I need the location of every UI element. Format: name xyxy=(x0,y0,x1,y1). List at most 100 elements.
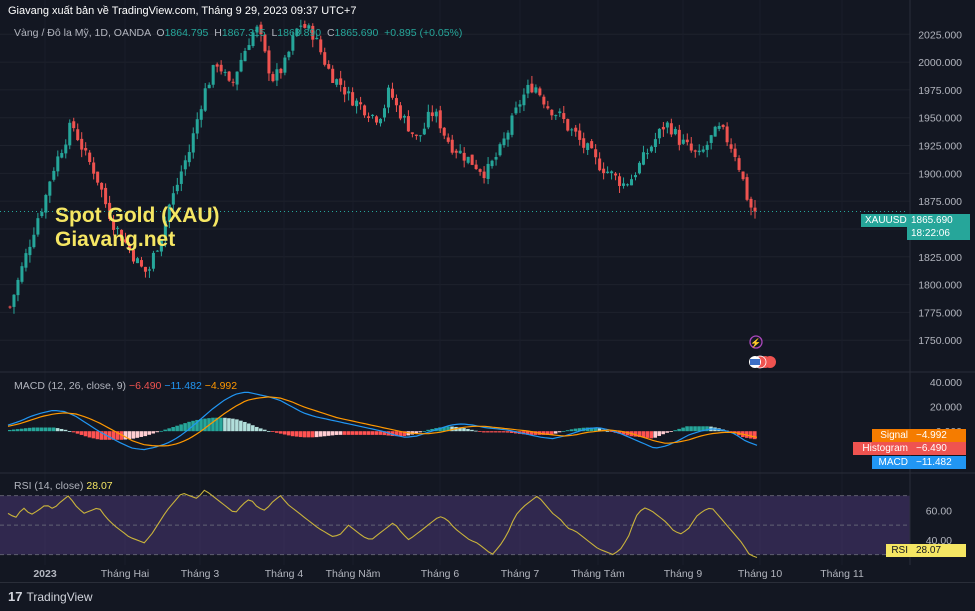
candle-body xyxy=(414,134,418,136)
candle-body xyxy=(199,109,203,120)
macd-histogram xyxy=(8,417,757,440)
price-tick-label: 1800.000 xyxy=(918,280,962,292)
macd-histogram-bar xyxy=(358,431,363,435)
candle-body xyxy=(498,144,502,156)
macd-histogram-bar xyxy=(326,431,331,436)
low-value: 1863.890 xyxy=(277,27,322,39)
macd-histogram-bar xyxy=(366,431,371,435)
tradingview-logo[interactable]: 17 TradingView xyxy=(8,589,93,604)
candle-body xyxy=(287,51,291,58)
macd-legend[interactable]: MACD (12, 26, close, 9) −6.490 −11.482 −… xyxy=(14,380,237,392)
lightning-glyph: ⚡ xyxy=(750,337,761,349)
rsi-line xyxy=(7,489,758,559)
macd-histogram-bar xyxy=(689,426,693,432)
macd-histogram-bar xyxy=(466,428,470,432)
event-lightning-icon[interactable] xyxy=(749,335,763,349)
macd-histogram-bar xyxy=(573,428,578,432)
candle-body xyxy=(622,183,626,186)
time-tick-label: Tháng 9 xyxy=(664,568,703,580)
candle-body xyxy=(709,135,713,143)
time-tick-label: Tháng 7 xyxy=(501,568,540,580)
macd-histogram-bar xyxy=(521,431,526,435)
candle-body xyxy=(398,105,402,119)
macd-histogram-bar xyxy=(418,431,422,433)
candle-body xyxy=(347,91,351,94)
macd-histogram-bar xyxy=(426,429,430,432)
macd-histogram-bar xyxy=(282,431,287,435)
macd-tick-label: 40.000 xyxy=(930,377,962,389)
macd-histogram-bar xyxy=(609,431,614,432)
time-tick-label: Tháng 10 xyxy=(738,568,783,580)
rsi-legend-label: RSI (14, close) xyxy=(14,480,84,492)
macd-histogram-bar xyxy=(203,418,207,432)
grid-lines xyxy=(0,33,910,341)
macd-histogram-bar xyxy=(306,431,311,438)
candle-body xyxy=(550,109,554,116)
candle-body xyxy=(247,45,251,50)
candle-body xyxy=(147,269,151,271)
candle-body xyxy=(390,88,394,98)
macd-histogram-bar xyxy=(314,431,319,438)
economic-events-icon[interactable] xyxy=(749,355,776,369)
symbol-name[interactable]: Vàng / Đô la Mỹ, 1D, OANDA xyxy=(14,27,151,39)
candle-body xyxy=(594,149,598,158)
candle-body xyxy=(112,220,116,230)
candle-body xyxy=(96,171,100,183)
candle-body xyxy=(48,181,52,196)
macd-histogram-bar xyxy=(509,431,514,434)
low-key: L xyxy=(271,27,278,39)
change-value: +0.895 (+0.05%) xyxy=(384,27,463,39)
macd-histogram-bar xyxy=(346,431,351,435)
macd-histogram-bar xyxy=(278,431,283,434)
candle-body xyxy=(685,139,689,143)
candle-body xyxy=(259,24,263,35)
macd-legend-signal: −4.992 xyxy=(204,380,238,392)
macd-histogram-bar xyxy=(657,431,661,436)
macd-histogram-bar xyxy=(235,419,239,432)
candle-body xyxy=(135,258,139,264)
candle-body xyxy=(315,37,319,40)
candle-body xyxy=(478,169,482,172)
candle-body xyxy=(167,204,171,222)
time-tick-label: Tháng 3 xyxy=(181,568,220,580)
candle-body xyxy=(263,34,267,52)
macd-histogram-bar xyxy=(621,431,626,435)
candle-body xyxy=(378,118,383,124)
candle-body xyxy=(657,128,661,139)
macd-histogram-bar xyxy=(8,429,12,432)
candle-body xyxy=(80,138,84,150)
macd-histogram-bar xyxy=(91,431,96,439)
candle-body xyxy=(76,129,80,141)
candle-body xyxy=(207,84,211,89)
candle-body xyxy=(610,171,614,174)
macd-histogram-bar xyxy=(171,427,175,432)
macd-histogram-bar xyxy=(298,431,303,438)
candle-body xyxy=(382,108,387,118)
macd-legend-macd: −11.482 xyxy=(164,380,202,392)
rsi-legend[interactable]: RSI (14, close) 28.07 xyxy=(14,480,113,492)
price-tick-label: 1825.000 xyxy=(918,252,962,264)
price-tick-label: 2000.000 xyxy=(918,57,962,69)
macd-histogram-bar xyxy=(163,429,167,432)
rsi-guide-lines xyxy=(0,495,910,556)
watermark-site: Giavang.net xyxy=(55,228,176,251)
macd-histogram-bar xyxy=(653,431,657,438)
candle-body xyxy=(562,113,566,120)
candle-body xyxy=(434,111,438,117)
macd-histogram-bar xyxy=(151,431,156,434)
macd-histogram-bar xyxy=(589,427,594,432)
macd-histogram-bar xyxy=(55,428,60,432)
candle-body xyxy=(689,143,693,151)
macd-histogram-bar xyxy=(155,431,159,433)
macd-histogram-bar xyxy=(701,426,705,432)
candle-body xyxy=(418,135,422,137)
candle-body xyxy=(502,138,506,146)
macd-histogram-bar xyxy=(506,431,510,433)
candle-body xyxy=(506,132,510,140)
macd-histogram-bar xyxy=(318,431,323,437)
candle-body xyxy=(490,160,494,167)
candle-body xyxy=(375,116,379,123)
candle-body xyxy=(629,179,634,186)
candle-body xyxy=(522,94,526,106)
candle-body xyxy=(60,153,64,158)
